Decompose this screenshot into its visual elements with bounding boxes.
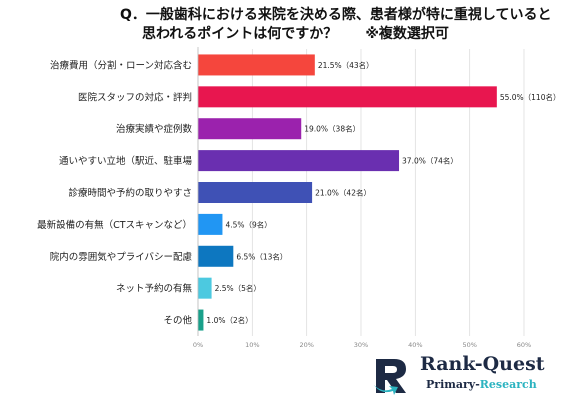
category-label: ネット予約の有無 — [116, 283, 193, 295]
value-label: 4.5%（9名） — [225, 219, 271, 229]
category-label: 診療時間や予約の取りやすさ — [68, 187, 192, 199]
x-tick-label: 60% — [517, 341, 531, 349]
category-label: 通いやすい立地（駅近、駐車場 — [59, 155, 193, 167]
bar — [198, 86, 497, 108]
title-note: ※複数選択可 — [365, 26, 449, 42]
category-label: 院内の雰囲気やプライバシー配慮 — [50, 251, 193, 263]
x-tick-label: 20% — [299, 341, 313, 349]
x-tick-label: 50% — [462, 341, 476, 349]
logo-mark-icon — [374, 359, 406, 395]
logo-brand: Rank-Quest — [420, 353, 545, 375]
category-label: 治療実績や症例数 — [116, 123, 193, 135]
value-label: 37.0%（74名） — [402, 156, 458, 166]
title-question: 思われるポイントは何ですか？ — [142, 26, 338, 42]
bar — [198, 309, 204, 331]
title-line-1: Q．一般歯科における来院を決める際、患者様が特に重視していると — [120, 7, 552, 23]
category-label: 治療費用（分割・ローン対応含む — [50, 59, 192, 71]
category-label: 医院スタッフの対応・評判 — [78, 91, 192, 103]
bar — [198, 245, 234, 267]
bar-chart: 0% 10% 20% 30% 40% 50% 60% 治療費用（分割・ローン対応含む 21.5%… — [37, 47, 561, 349]
x-tick-label: 10% — [245, 341, 259, 349]
value-label: 19.0%（38名） — [304, 124, 360, 134]
x-tick-label: 30% — [354, 341, 368, 349]
value-label: 6.5%（13名） — [236, 251, 287, 261]
bar — [198, 54, 315, 76]
bar — [198, 118, 302, 140]
category-label: 最新設備の有無（CTスキャンなど） — [37, 219, 192, 231]
value-label: 1.0%（2名） — [206, 315, 252, 325]
bar — [198, 182, 313, 203]
chart-title: Q．一般歯科における来院を決める際、患者様が特に重視していると 思われるポイント… — [120, 6, 552, 44]
logo-sub-right: Research — [479, 378, 537, 391]
x-tick-label: 0% — [193, 341, 203, 349]
bar — [198, 150, 400, 172]
bar — [198, 277, 212, 299]
category-label: その他 — [163, 315, 192, 327]
bar — [198, 213, 223, 235]
logo-sub-left: Primary- — [426, 378, 480, 391]
title-line-2: 思われるポイントは何ですか？ ※複数選択可 — [120, 25, 550, 44]
rank-quest-logo: Rank-Quest Primary-Research — [372, 353, 552, 397]
value-label: 21.5%（43名） — [318, 60, 374, 70]
value-label: 2.5%（5名） — [215, 283, 261, 293]
value-label: 21.0%（42名） — [315, 188, 371, 198]
value-label: 55.0%（110名） — [500, 92, 561, 102]
logo-subtitle: Primary-Research — [426, 378, 537, 391]
x-tick-label: 40% — [408, 341, 422, 349]
